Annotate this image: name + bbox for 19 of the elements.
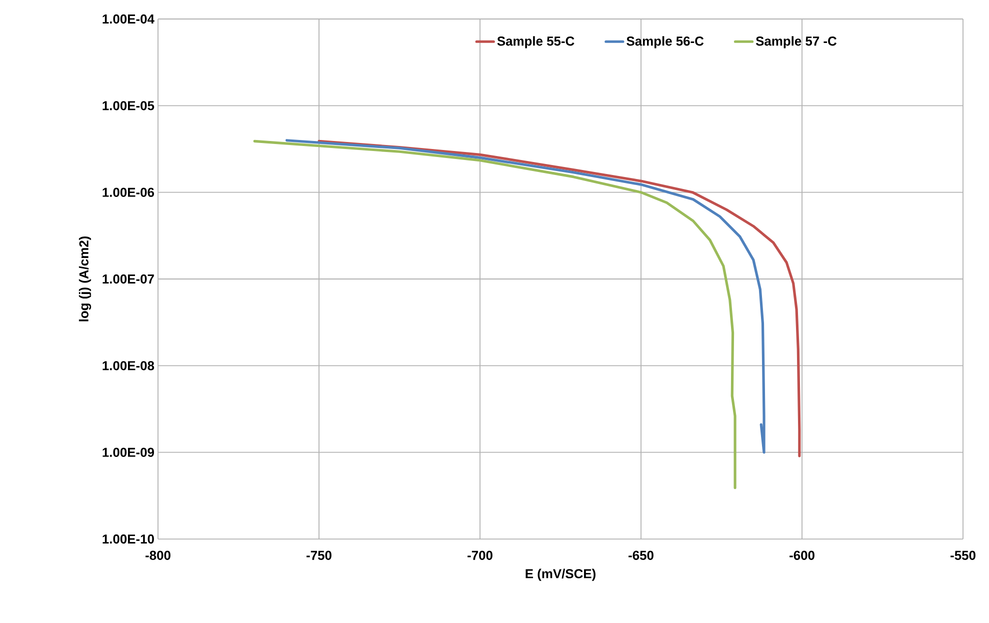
y-tick-label: 1.00E-10 xyxy=(102,534,154,544)
y-tick-label: 1.00E-09 xyxy=(102,448,154,457)
x-tick-label: -700 xyxy=(468,550,492,560)
x-tick-label: -650 xyxy=(628,550,654,560)
y-tick-label: 1.00E-08 xyxy=(102,361,154,370)
x-tick-label: -800 xyxy=(146,550,170,560)
legend-label: Sample 57 -C xyxy=(756,36,837,48)
y-tick-label: 1.00E-07 xyxy=(102,274,154,284)
x-tick-label: -750 xyxy=(306,550,332,560)
x-tick-label: -550 xyxy=(950,550,976,560)
legend-label: Sample 55-C xyxy=(497,36,574,48)
y-tick-label: 1.00E-06 xyxy=(102,188,154,197)
legend-label: Sample 56-C xyxy=(626,36,704,48)
line-series xyxy=(253,140,736,490)
y-tick-label: 1.00E-04 xyxy=(102,14,154,24)
x-axis-title: E (mV/SCE) xyxy=(526,568,596,581)
x-tick-label: -600 xyxy=(790,550,814,560)
y-axis-title: log (j) (A/cm2) xyxy=(78,236,92,322)
y-tick-label: 1.00E-05 xyxy=(102,101,154,110)
